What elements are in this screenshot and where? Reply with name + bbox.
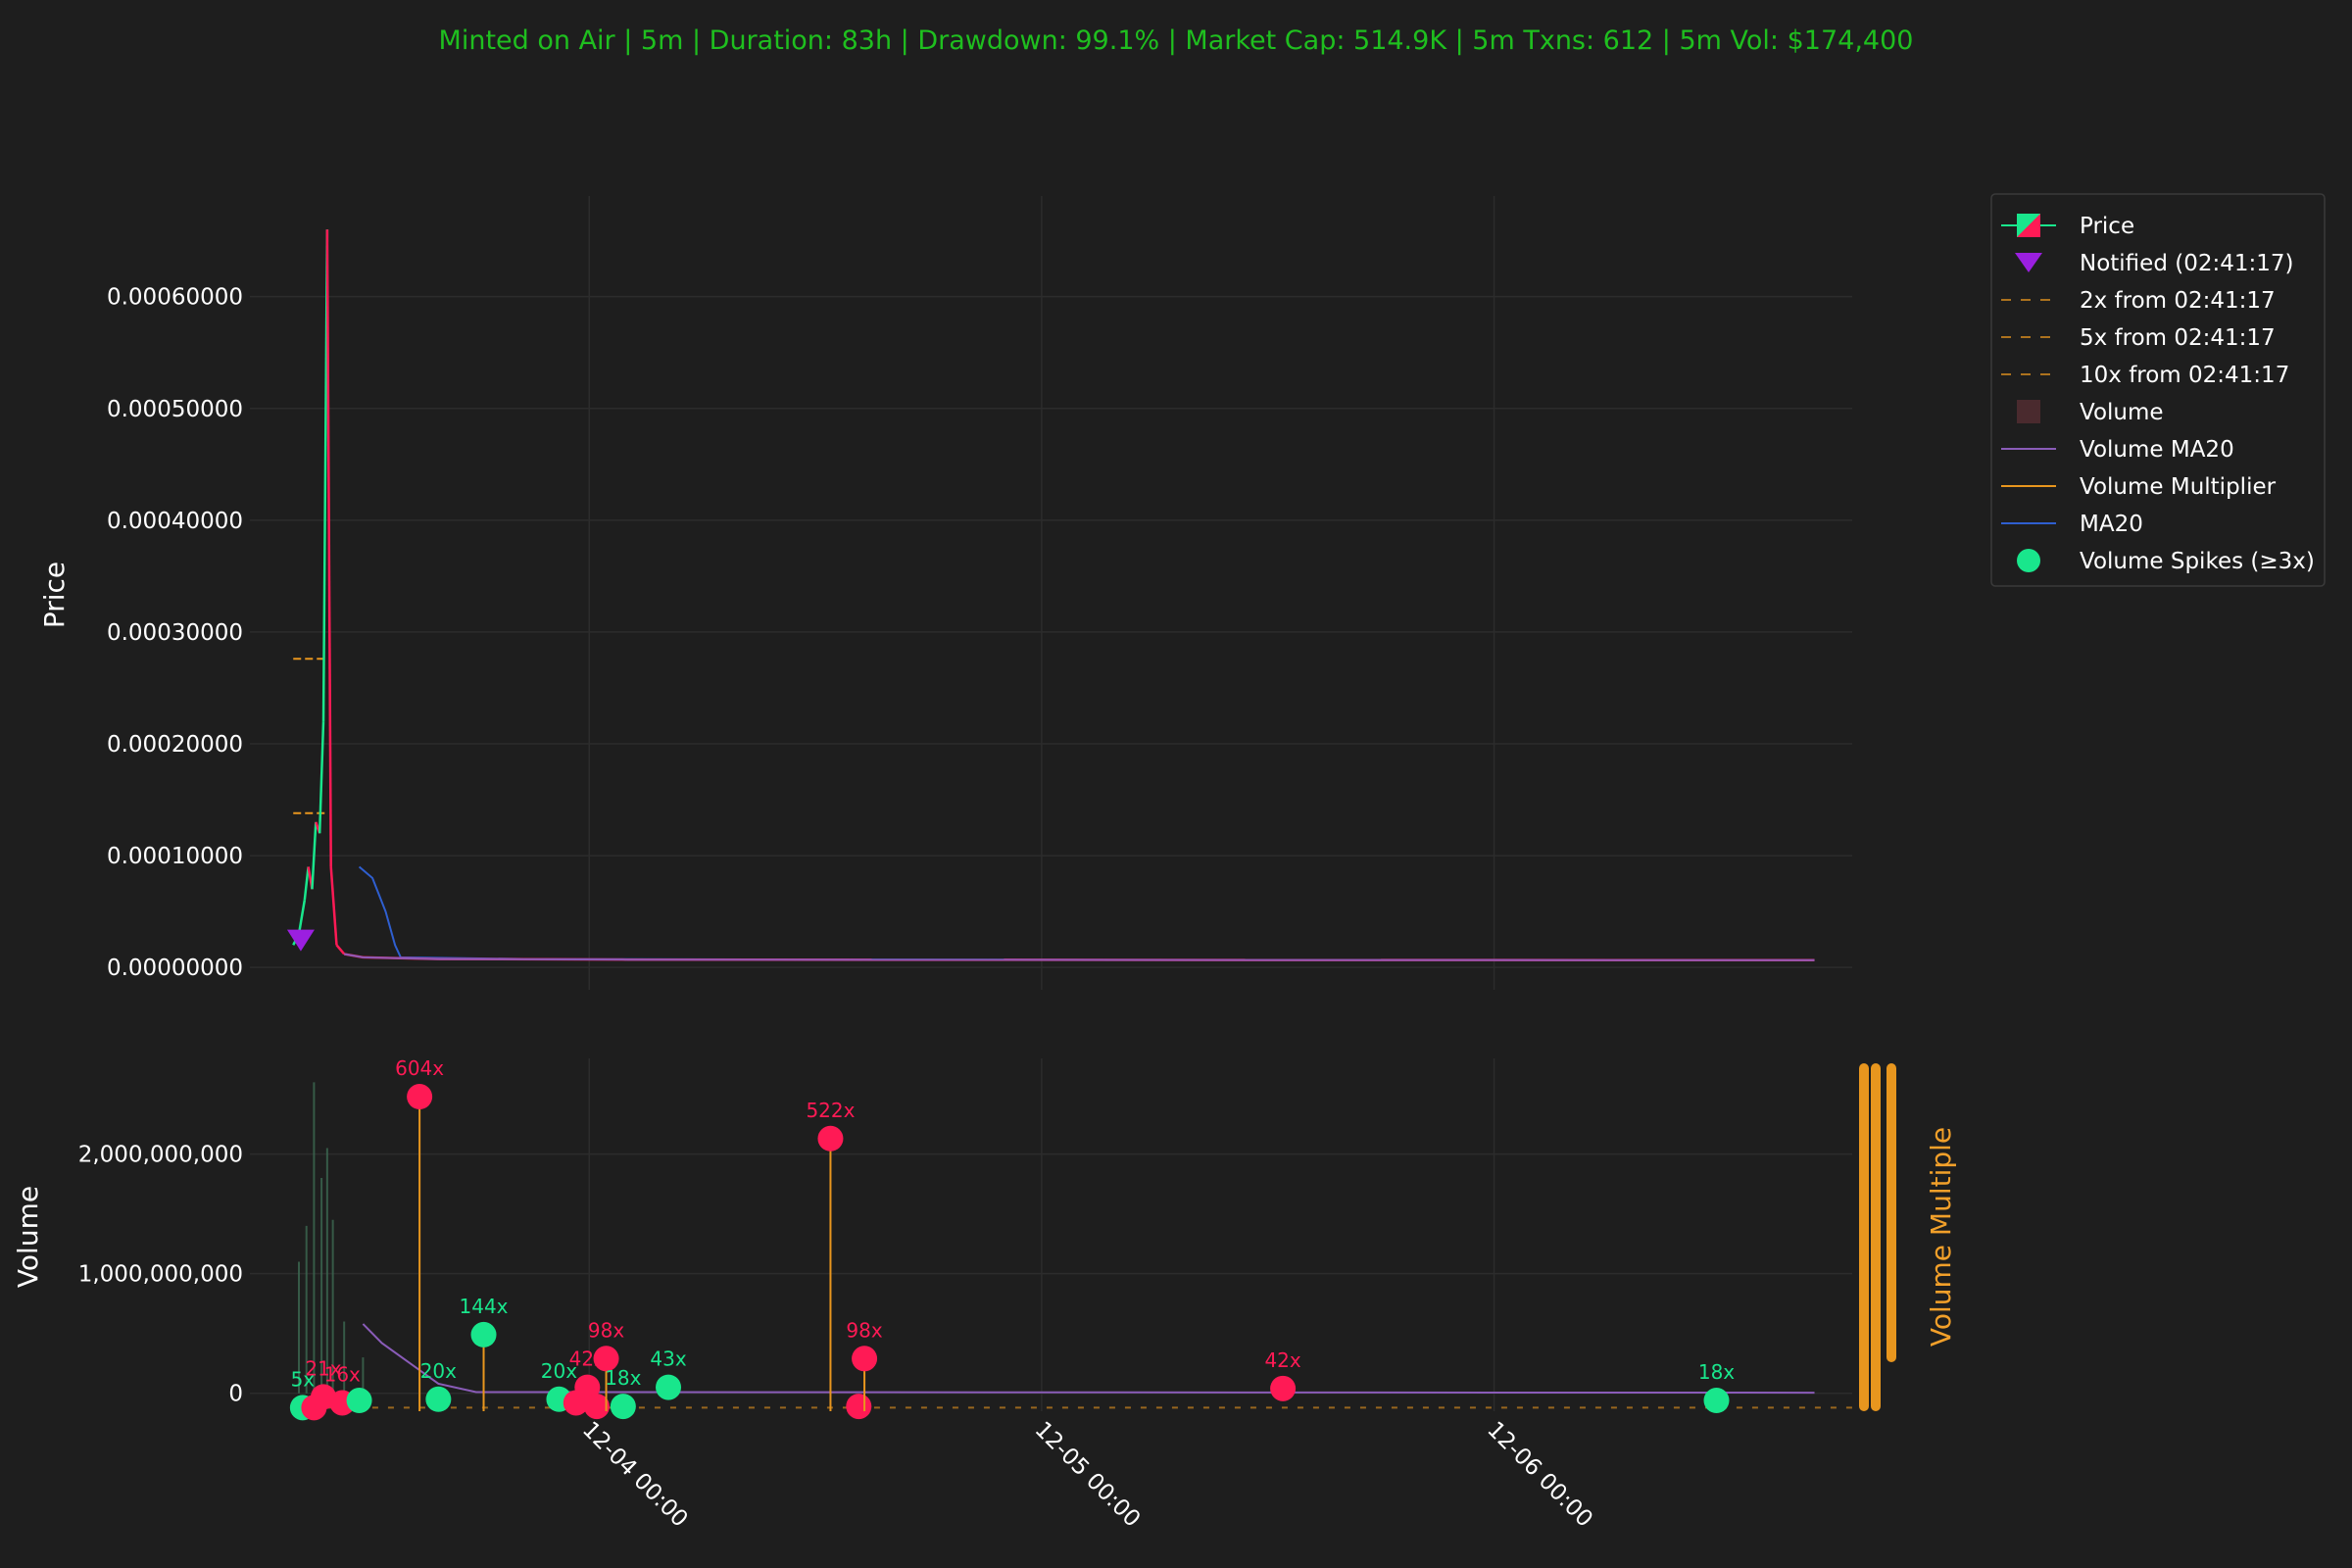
- spike-label: 98x: [846, 1318, 882, 1342]
- spike-label: 20x: [541, 1359, 577, 1383]
- volume-multiple-axis-label: Volume Multiple: [1925, 1127, 1957, 1347]
- volume-spike-marker: [656, 1374, 682, 1400]
- price-panel: 0.00000000 0.00010000 0.00020000 0.00030000…: [38, 196, 1852, 990]
- price-tick-label: 0.00020000: [107, 732, 243, 758]
- price-tick-label: 0.00010000: [107, 844, 243, 869]
- volume-tick-label: 1,000,000,000: [78, 1262, 243, 1288]
- volume-bars: [298, 1082, 365, 1394]
- price-segment: [335, 944, 346, 956]
- volume-spike-marker: [593, 1346, 619, 1372]
- volume-spike-marker: [846, 1394, 872, 1420]
- price-axis-label: Price: [38, 562, 71, 628]
- legend-price-down: [2017, 214, 2040, 237]
- legend-notified-icon: [2015, 253, 2042, 272]
- multiple-axis-glyph-band: [1871, 1063, 1881, 1411]
- spike-label: 21x: [305, 1356, 341, 1380]
- legend: Price Notified (02:41:17) 2x from 02:41:17…: [1990, 193, 2326, 587]
- spike-label: 98x: [588, 1318, 624, 1342]
- price-tail-line: [344, 953, 1815, 961]
- spike-label: 16x: [324, 1362, 361, 1386]
- spike-label: 42x: [1264, 1348, 1300, 1372]
- legend-label: 2x from 02:41:17: [2080, 288, 2276, 314]
- volume-spike-marker: [852, 1346, 878, 1372]
- legend-label: Volume Multiplier: [2080, 474, 2277, 500]
- price-tick-label: 0.00030000: [107, 620, 243, 646]
- notified-marker: [286, 929, 315, 952]
- volume-ma20-series: [362, 1323, 1815, 1395]
- volume-tick-label: 0: [228, 1382, 243, 1407]
- price-segment: [303, 866, 310, 901]
- spike-label: 5x: [291, 1367, 316, 1391]
- price-tick-label: 0.00050000: [107, 397, 243, 422]
- multiple-axis-glyph-band: [1886, 1063, 1896, 1362]
- legend-spike-marker: [2017, 549, 2040, 572]
- spike-label: 604x: [395, 1056, 444, 1080]
- legend-label: MA20: [2080, 512, 2143, 537]
- volume-axis-label: Volume: [12, 1186, 44, 1288]
- volume-spike-marker: [583, 1394, 610, 1420]
- volume-spike-marker: [610, 1394, 636, 1420]
- volume-panel: 0 1,000,000,000 2,000,000,000 Volume Volum…: [12, 1056, 1957, 1532]
- price-segment: [311, 821, 318, 890]
- volume-grid: [250, 1058, 1852, 1411]
- x-tick-label: 12-05 00:00: [1030, 1417, 1146, 1533]
- x-tick-label: 12-06 00:00: [1482, 1417, 1597, 1533]
- legend-label: 10x from 02:41:17: [2080, 363, 2289, 388]
- spike-label: 18x: [605, 1366, 641, 1390]
- price-segment: [297, 900, 307, 935]
- volume-spike-marker: [470, 1321, 497, 1348]
- volume-ma20-line: [362, 1323, 1815, 1395]
- volume-spike-marker: [425, 1386, 452, 1412]
- price-y-axis: 0.00000000 0.00010000 0.00020000 0.00030000…: [107, 285, 243, 982]
- volume-spike-marker: [346, 1388, 372, 1414]
- notified-triangle: [286, 929, 315, 952]
- spike-label: 522x: [806, 1099, 855, 1122]
- legend-label: Price: [2080, 214, 2134, 239]
- multiple-axis-glyph-band: [1859, 1063, 1869, 1411]
- price-tick-label: 0.00040000: [107, 509, 243, 534]
- spike-label: 144x: [460, 1295, 509, 1318]
- legend-label: Notified (02:41:17): [2080, 251, 2293, 276]
- legend-label: Volume Spikes (≥3x): [2080, 549, 2315, 574]
- legend-volume-square: [2017, 400, 2040, 423]
- price-tick-label: 0.00000000: [107, 956, 243, 981]
- x-tick-label: 12-04 00:00: [577, 1417, 693, 1533]
- volume-y-axis: 0 1,000,000,000 2,000,000,000: [78, 1143, 243, 1407]
- legend-label: 5x from 02:41:17: [2080, 325, 2276, 351]
- volume-multiple-axis-ticks: [1859, 1063, 1896, 1411]
- x-axis: 12-04 00:00 12-05 00:00 12-06 00:00: [577, 1417, 1597, 1533]
- legend-label: Volume: [2080, 400, 2164, 425]
- spike-label: 18x: [1698, 1360, 1735, 1384]
- price-tick-label: 0.00060000: [107, 285, 243, 311]
- price-segment: [325, 229, 332, 867]
- volume-spike-marker: [407, 1084, 433, 1110]
- spike-label: 43x: [650, 1348, 686, 1371]
- volume-spike-marker: [1270, 1375, 1297, 1401]
- ma20-series: [358, 865, 1815, 961]
- price-segment: [329, 866, 338, 946]
- price-grid: [250, 196, 1852, 990]
- legend-label: Volume MA20: [2080, 437, 2234, 463]
- ma20-line: [358, 865, 1815, 961]
- chart-title: Minted on Air | 5m | Duration: 83h | Dra…: [439, 25, 1914, 56]
- price-segment: [318, 721, 325, 834]
- legend-box: [1990, 193, 2326, 587]
- volume-tick-label: 2,000,000,000: [78, 1143, 243, 1168]
- volume-spike-marker: [574, 1374, 601, 1400]
- volume-spike-marker: [817, 1125, 844, 1152]
- volume-spike-marker: [1703, 1388, 1730, 1414]
- price-series: [292, 229, 1815, 962]
- spike-label: 20x: [420, 1359, 457, 1383]
